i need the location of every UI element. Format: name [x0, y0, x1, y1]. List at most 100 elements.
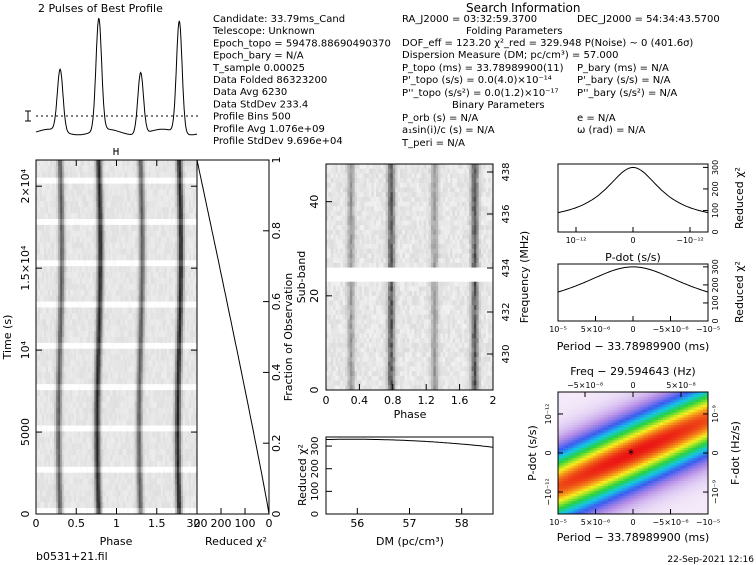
tp-cell — [160, 289, 164, 297]
tp-cell — [162, 354, 166, 361]
tp-cell — [100, 401, 103, 409]
tp-cell — [178, 177, 182, 184]
tp-cell — [112, 460, 115, 468]
tp-cell — [192, 384, 196, 391]
tp-cell — [66, 490, 69, 497]
tp-cell — [186, 431, 190, 438]
tp-cell — [40, 177, 43, 184]
tp-cell — [36, 325, 39, 332]
tp-cell — [156, 348, 160, 356]
tp-cell — [106, 508, 109, 515]
tp-cell — [102, 378, 105, 385]
tp-cell — [146, 301, 150, 308]
tp-cell — [92, 366, 95, 373]
tp-cell — [88, 478, 91, 485]
tp-cell — [152, 219, 156, 226]
tp-cell — [120, 425, 123, 432]
tp-cell — [104, 331, 107, 338]
sb-cell — [345, 168, 348, 174]
tp-cell — [186, 425, 190, 432]
tp-cell — [158, 508, 162, 515]
tp-cell — [58, 348, 61, 356]
tp-cell — [126, 449, 129, 456]
tp-cell — [194, 272, 198, 279]
tp-cell — [48, 230, 51, 238]
tp-cell — [112, 224, 115, 232]
sb-cell — [342, 164, 346, 170]
tp-cell — [186, 207, 190, 214]
tp-cell — [124, 283, 127, 291]
tp-cell — [68, 455, 71, 462]
tp-cell — [156, 337, 160, 344]
tp-cell — [178, 319, 182, 326]
tp-cell — [74, 390, 77, 397]
tp-cell — [66, 478, 69, 485]
tp-cell — [104, 460, 107, 468]
tp-cell — [72, 449, 75, 456]
tp-cell — [80, 278, 83, 285]
tp-cell — [166, 419, 170, 426]
tp-cell — [38, 313, 41, 320]
tp-cell — [66, 466, 69, 474]
tp-cell — [46, 295, 49, 302]
tp-cell — [142, 401, 146, 409]
tp-cell — [36, 266, 39, 273]
info-left-line: Data Avg 6230 — [213, 87, 287, 98]
tp-cell — [128, 224, 131, 232]
tp-cell — [102, 384, 105, 391]
tp-cell — [152, 378, 156, 385]
tp-cell — [120, 201, 123, 208]
tp-cell — [78, 189, 81, 196]
tp-cell — [188, 443, 192, 450]
tp-cell — [116, 183, 119, 190]
tp-cell — [172, 177, 176, 184]
tp-cell — [150, 401, 154, 409]
tp-cell — [144, 307, 148, 314]
tp-cell — [150, 431, 154, 438]
tp-cell — [64, 354, 67, 361]
tp-cell — [112, 478, 115, 485]
tp-cell — [104, 496, 107, 503]
tp-cell — [66, 213, 69, 220]
tp-cell — [150, 419, 154, 426]
tp-cell — [94, 401, 97, 409]
tp-cell — [144, 213, 148, 220]
tp-cell — [82, 183, 85, 190]
tp-cell — [104, 283, 107, 291]
tp-cell — [164, 413, 168, 420]
tp-cell — [166, 502, 170, 509]
tp-cell — [46, 431, 49, 438]
tp-cell — [46, 254, 49, 261]
tp-cell — [122, 289, 125, 297]
tp-cell — [120, 460, 123, 468]
tp-cell — [64, 248, 67, 255]
tp-cell — [152, 372, 156, 379]
tp-cell — [96, 502, 99, 509]
tp-cell — [50, 248, 53, 255]
tp-cell — [110, 337, 113, 344]
tp-cell — [148, 407, 152, 415]
tp-cell — [138, 431, 142, 438]
tp-cell — [152, 413, 156, 420]
tp-cell — [134, 213, 138, 220]
tp-cell — [52, 201, 55, 208]
tp-cell — [158, 266, 162, 273]
tp-cell — [184, 455, 188, 462]
tp-cell — [124, 319, 127, 326]
tp-cell — [176, 484, 180, 491]
tp-cell — [66, 331, 69, 338]
tp-cell — [104, 478, 107, 485]
tp-cell — [44, 384, 47, 391]
tp-cell — [40, 366, 43, 373]
tp-cell — [144, 266, 148, 273]
tp-cell — [150, 313, 154, 320]
tp-cell — [122, 337, 125, 344]
tp-cell — [76, 171, 79, 179]
tp-cell — [186, 348, 190, 356]
tp-cell — [168, 466, 172, 474]
tp-cell — [194, 401, 198, 409]
tp-ytick-label: 0 — [19, 511, 32, 518]
tp-cell — [60, 313, 63, 320]
tp-cell — [178, 396, 182, 403]
tp-cell — [60, 295, 63, 302]
